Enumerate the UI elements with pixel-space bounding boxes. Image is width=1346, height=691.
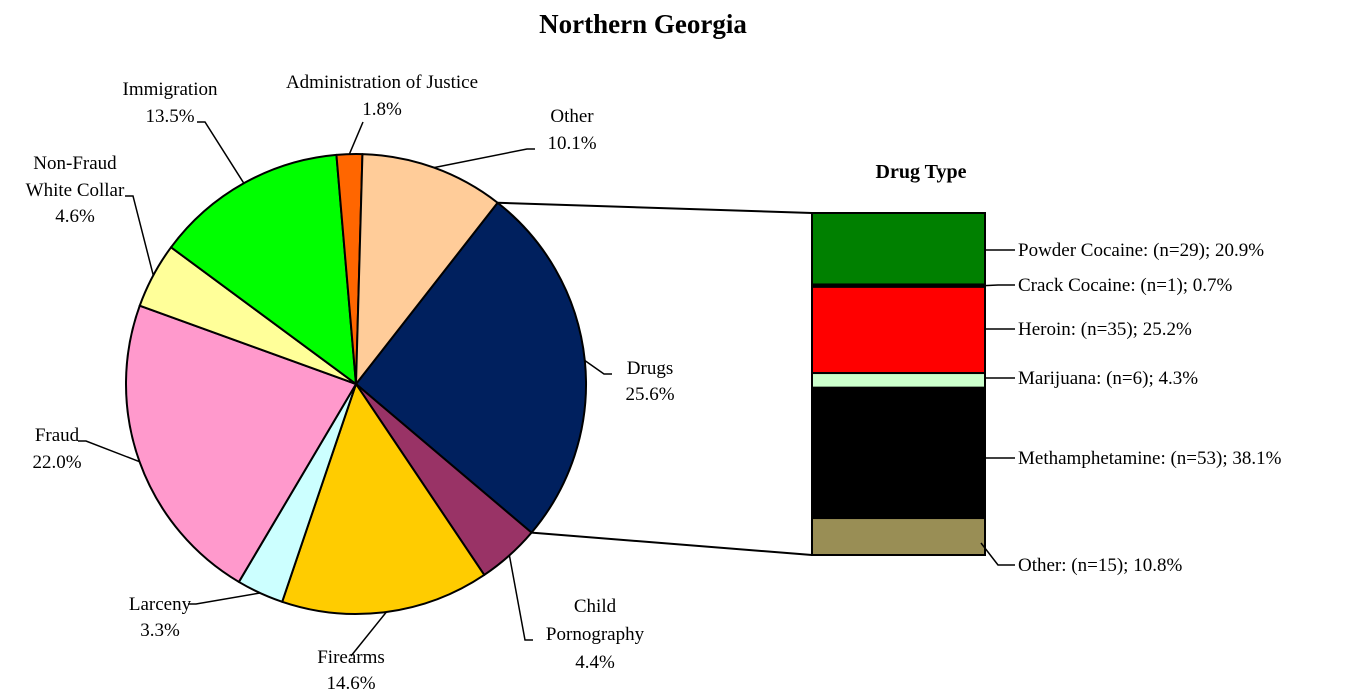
connector-line-top	[497, 201, 813, 214]
pie-label-drugs: Drugs	[627, 358, 673, 379]
pie-label-larceny: Larceny	[129, 594, 192, 615]
leader-line-immigration	[197, 121, 245, 184]
leader-line-larceny	[188, 592, 261, 605]
leader-line-non-fraud-white-collar	[125, 195, 155, 276]
pie-chart	[125, 152, 587, 615]
leader-line-child-pornography	[508, 555, 533, 641]
stacked-bar	[811, 212, 986, 556]
bar-segment-methamphetamine	[811, 386, 986, 520]
leader-line-crack-cocaine	[984, 284, 1015, 287]
pie-label-non-fraud-white-collar-1: White Collar	[26, 180, 125, 201]
pie-value-non-fraud-white-collar: 4.6%	[55, 206, 95, 227]
bar-label-heroin: Heroin: (n=35); 25.2%	[1018, 319, 1192, 340]
pie-slice-drugs	[355, 201, 587, 534]
leader-line-other	[433, 148, 535, 169]
pie-value-larceny: 3.3%	[140, 620, 180, 641]
pie-label-child-pornography-1: Pornography	[546, 624, 645, 645]
bar-label-other: Other: (n=15); 10.8%	[1018, 555, 1182, 576]
leader-line-firearms	[350, 611, 387, 657]
pie-value-other: 10.1%	[547, 133, 596, 154]
pie-label-non-fraud-white-collar-0: Non-Fraud	[33, 153, 117, 174]
bar-labels: Powder Cocaine: (n=29); 20.9% Crack Cocai…	[980, 240, 1282, 576]
pie-value-child-pornography: 4.4%	[575, 652, 615, 673]
pie-slice-fraud	[125, 304, 357, 583]
pie-value-drugs: 25.6%	[625, 384, 674, 405]
pie-value-fraud: 22.0%	[32, 452, 81, 473]
leader-line-drugs	[584, 359, 612, 375]
chart-title: Northern Georgia	[539, 9, 747, 39]
leader-line-administration-of-justice	[348, 121, 364, 155]
pie-label-administration-of-justice: Administration of Justice	[286, 72, 478, 93]
pie-labels: Drugs 25.6% Child Pornography 4.4% Firearms 14…	[26, 72, 675, 691]
bar-label-powder-cocaine: Powder Cocaine: (n=29); 20.9%	[1018, 240, 1264, 261]
leader-line-other	[980, 542, 1015, 566]
bar-label-marijuana: Marijuana: (n=6); 4.3%	[1018, 368, 1198, 389]
pie-label-child-pornography-0: Child	[574, 596, 617, 617]
pie-slice-immigration	[170, 153, 357, 385]
pie-slice-firearms	[281, 383, 486, 615]
leader-line-fraud	[78, 440, 140, 463]
bar-segment-powder-cocaine	[811, 212, 986, 286]
pie-value-immigration: 13.5%	[145, 106, 194, 127]
connector-lines	[497, 201, 813, 556]
bar-label-crack-cocaine: Crack Cocaine: (n=1); 0.7%	[1018, 275, 1233, 296]
pie-value-firearms: 14.6%	[326, 673, 375, 691]
pie-label-fraud: Fraud	[35, 425, 80, 446]
bar-segment-other	[811, 517, 986, 556]
pie-value-administration-of-justice: 1.8%	[362, 99, 402, 120]
bar-segment-marijuana	[811, 372, 986, 389]
bar-title: Drug Type	[876, 161, 967, 183]
pie-label-other: Other	[550, 106, 594, 127]
bar-label-methamphetamine: Methamphetamine: (n=53); 38.1%	[1018, 448, 1282, 469]
bar-segment-heroin	[811, 285, 986, 375]
connector-line-bottom	[531, 531, 813, 556]
pie-label-immigration: Immigration	[123, 79, 218, 100]
pie-label-firearms: Firearms	[317, 647, 385, 668]
